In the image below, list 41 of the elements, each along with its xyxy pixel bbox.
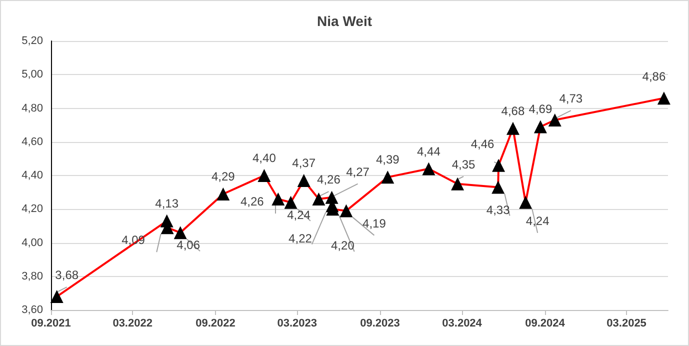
data-label: 4,73 — [559, 92, 583, 106]
data-label: 4,40 — [252, 151, 276, 165]
y-tick-label: 4,00 — [22, 236, 43, 249]
x-tick-label: 03.2025 — [606, 318, 646, 330]
x-tick-label: 03.2022 — [112, 318, 152, 330]
data-label: 4,33 — [486, 202, 510, 217]
data-label: 4,19 — [362, 216, 386, 230]
data-label: 4,46 — [470, 136, 495, 151]
data-label: 4,26 — [317, 172, 341, 187]
y-tick-label: 4,40 — [22, 170, 43, 182]
data-label: 4,86 — [642, 70, 666, 84]
x-tick-label: 03.2024 — [442, 318, 483, 330]
y-tick-label: 5,20 — [22, 35, 43, 47]
x-tick-label: 09.2023 — [360, 318, 400, 330]
data-label: 4,44 — [417, 144, 441, 158]
data-label: 3,68 — [55, 268, 79, 282]
data-label: 4,37 — [292, 156, 316, 170]
chart-title: Nia Weit — [317, 13, 372, 29]
data-label: 4,39 — [376, 152, 400, 167]
data-label: 4,20 — [331, 238, 355, 253]
x-tick-label: 09.2024 — [525, 318, 566, 330]
y-tick-label: 5,00 — [22, 68, 43, 81]
y-tick-label: 3,80 — [22, 270, 43, 282]
data-label: 4,26 — [240, 194, 264, 209]
data-label: 4,69 — [528, 102, 552, 116]
y-tick-label: 4,60 — [22, 136, 43, 148]
data-label: 4,13 — [155, 196, 179, 210]
x-tick-label: 09.2022 — [196, 318, 236, 330]
data-label: 4,24 — [287, 208, 311, 222]
data-label: 4,22 — [288, 231, 312, 246]
x-tick-label: 03.2023 — [277, 318, 317, 330]
data-label: 4,24 — [526, 214, 550, 228]
x-tick-label: 09.2021 — [31, 318, 71, 330]
data-label: 4,68 — [501, 104, 525, 118]
data-label: 4,35 — [452, 157, 476, 172]
y-tick-label: 3,60 — [22, 304, 43, 316]
data-label: 4,06 — [176, 238, 200, 252]
data-label: 4,29 — [211, 169, 236, 184]
data-label: 4,27 — [346, 164, 370, 179]
y-tick-label: 4,20 — [22, 203, 43, 216]
y-tick-label: 4,80 — [22, 102, 43, 114]
